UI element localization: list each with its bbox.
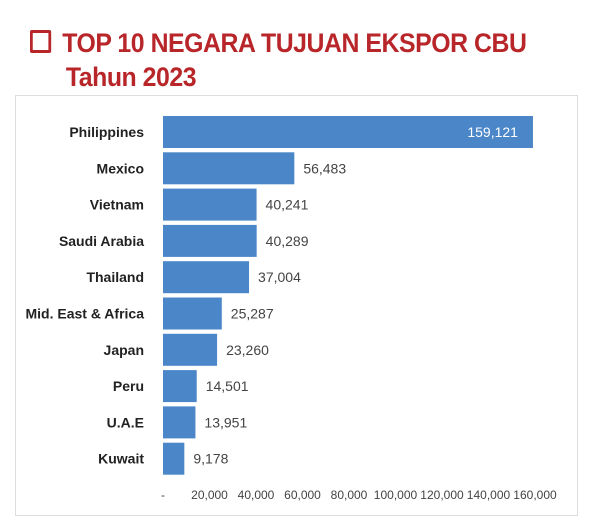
bar (163, 188, 257, 221)
value-label: 23,260 (226, 342, 269, 358)
category-label: U.A.E (107, 414, 144, 430)
x-tick-label: 20,000 (191, 488, 228, 502)
value-label: 159,121 (467, 124, 518, 140)
bar (163, 370, 197, 403)
bar (163, 116, 533, 148)
category-label: Thailand (86, 269, 144, 285)
bar (163, 333, 218, 366)
chart-subtitle: Tahun 2023 (65, 62, 197, 92)
x-tick-label: 160,000 (513, 488, 557, 502)
bar (163, 406, 196, 439)
value-label: 14,501 (206, 378, 249, 394)
value-label: 56,483 (303, 160, 346, 176)
category-label: Mid. East & Africa (25, 306, 144, 322)
x-tick-label: 140,000 (467, 488, 511, 502)
value-label: 40,241 (266, 197, 309, 213)
value-label: 9,178 (193, 451, 228, 467)
category-label: Peru (113, 378, 144, 394)
chart-panel (15, 95, 578, 516)
x-tick-label: 120,000 (420, 488, 464, 502)
bar (163, 152, 295, 185)
value-label: 13,951 (204, 414, 247, 430)
x-tick-label: 40,000 (238, 488, 275, 502)
x-tick-label: - (161, 488, 165, 502)
category-label: Vietnam (90, 197, 144, 213)
value-label: 37,004 (258, 269, 301, 285)
checkbox-bullet-icon (30, 30, 52, 53)
chart-title: TOP 10 NEGARA TUJUAN EKSPOR CBU Tahun 20… (30, 26, 527, 94)
bar (163, 442, 185, 475)
category-label: Mexico (97, 160, 144, 176)
category-label: Japan (104, 342, 144, 358)
x-tick-label: 80,000 (331, 488, 368, 502)
x-tick-label: 60,000 (284, 488, 321, 502)
category-label: Saudi Arabia (59, 233, 144, 249)
title-text: TOP 10 NEGARA TUJUAN EKSPOR CBU (62, 28, 527, 58)
bar (163, 261, 250, 294)
x-tick-label: 100,000 (374, 488, 418, 502)
bar (163, 297, 222, 330)
category-label: Philippines (69, 124, 144, 140)
bar (163, 224, 257, 257)
value-label: 40,289 (266, 233, 309, 249)
category-label: Kuwait (98, 451, 144, 467)
value-label: 25,287 (231, 306, 274, 322)
